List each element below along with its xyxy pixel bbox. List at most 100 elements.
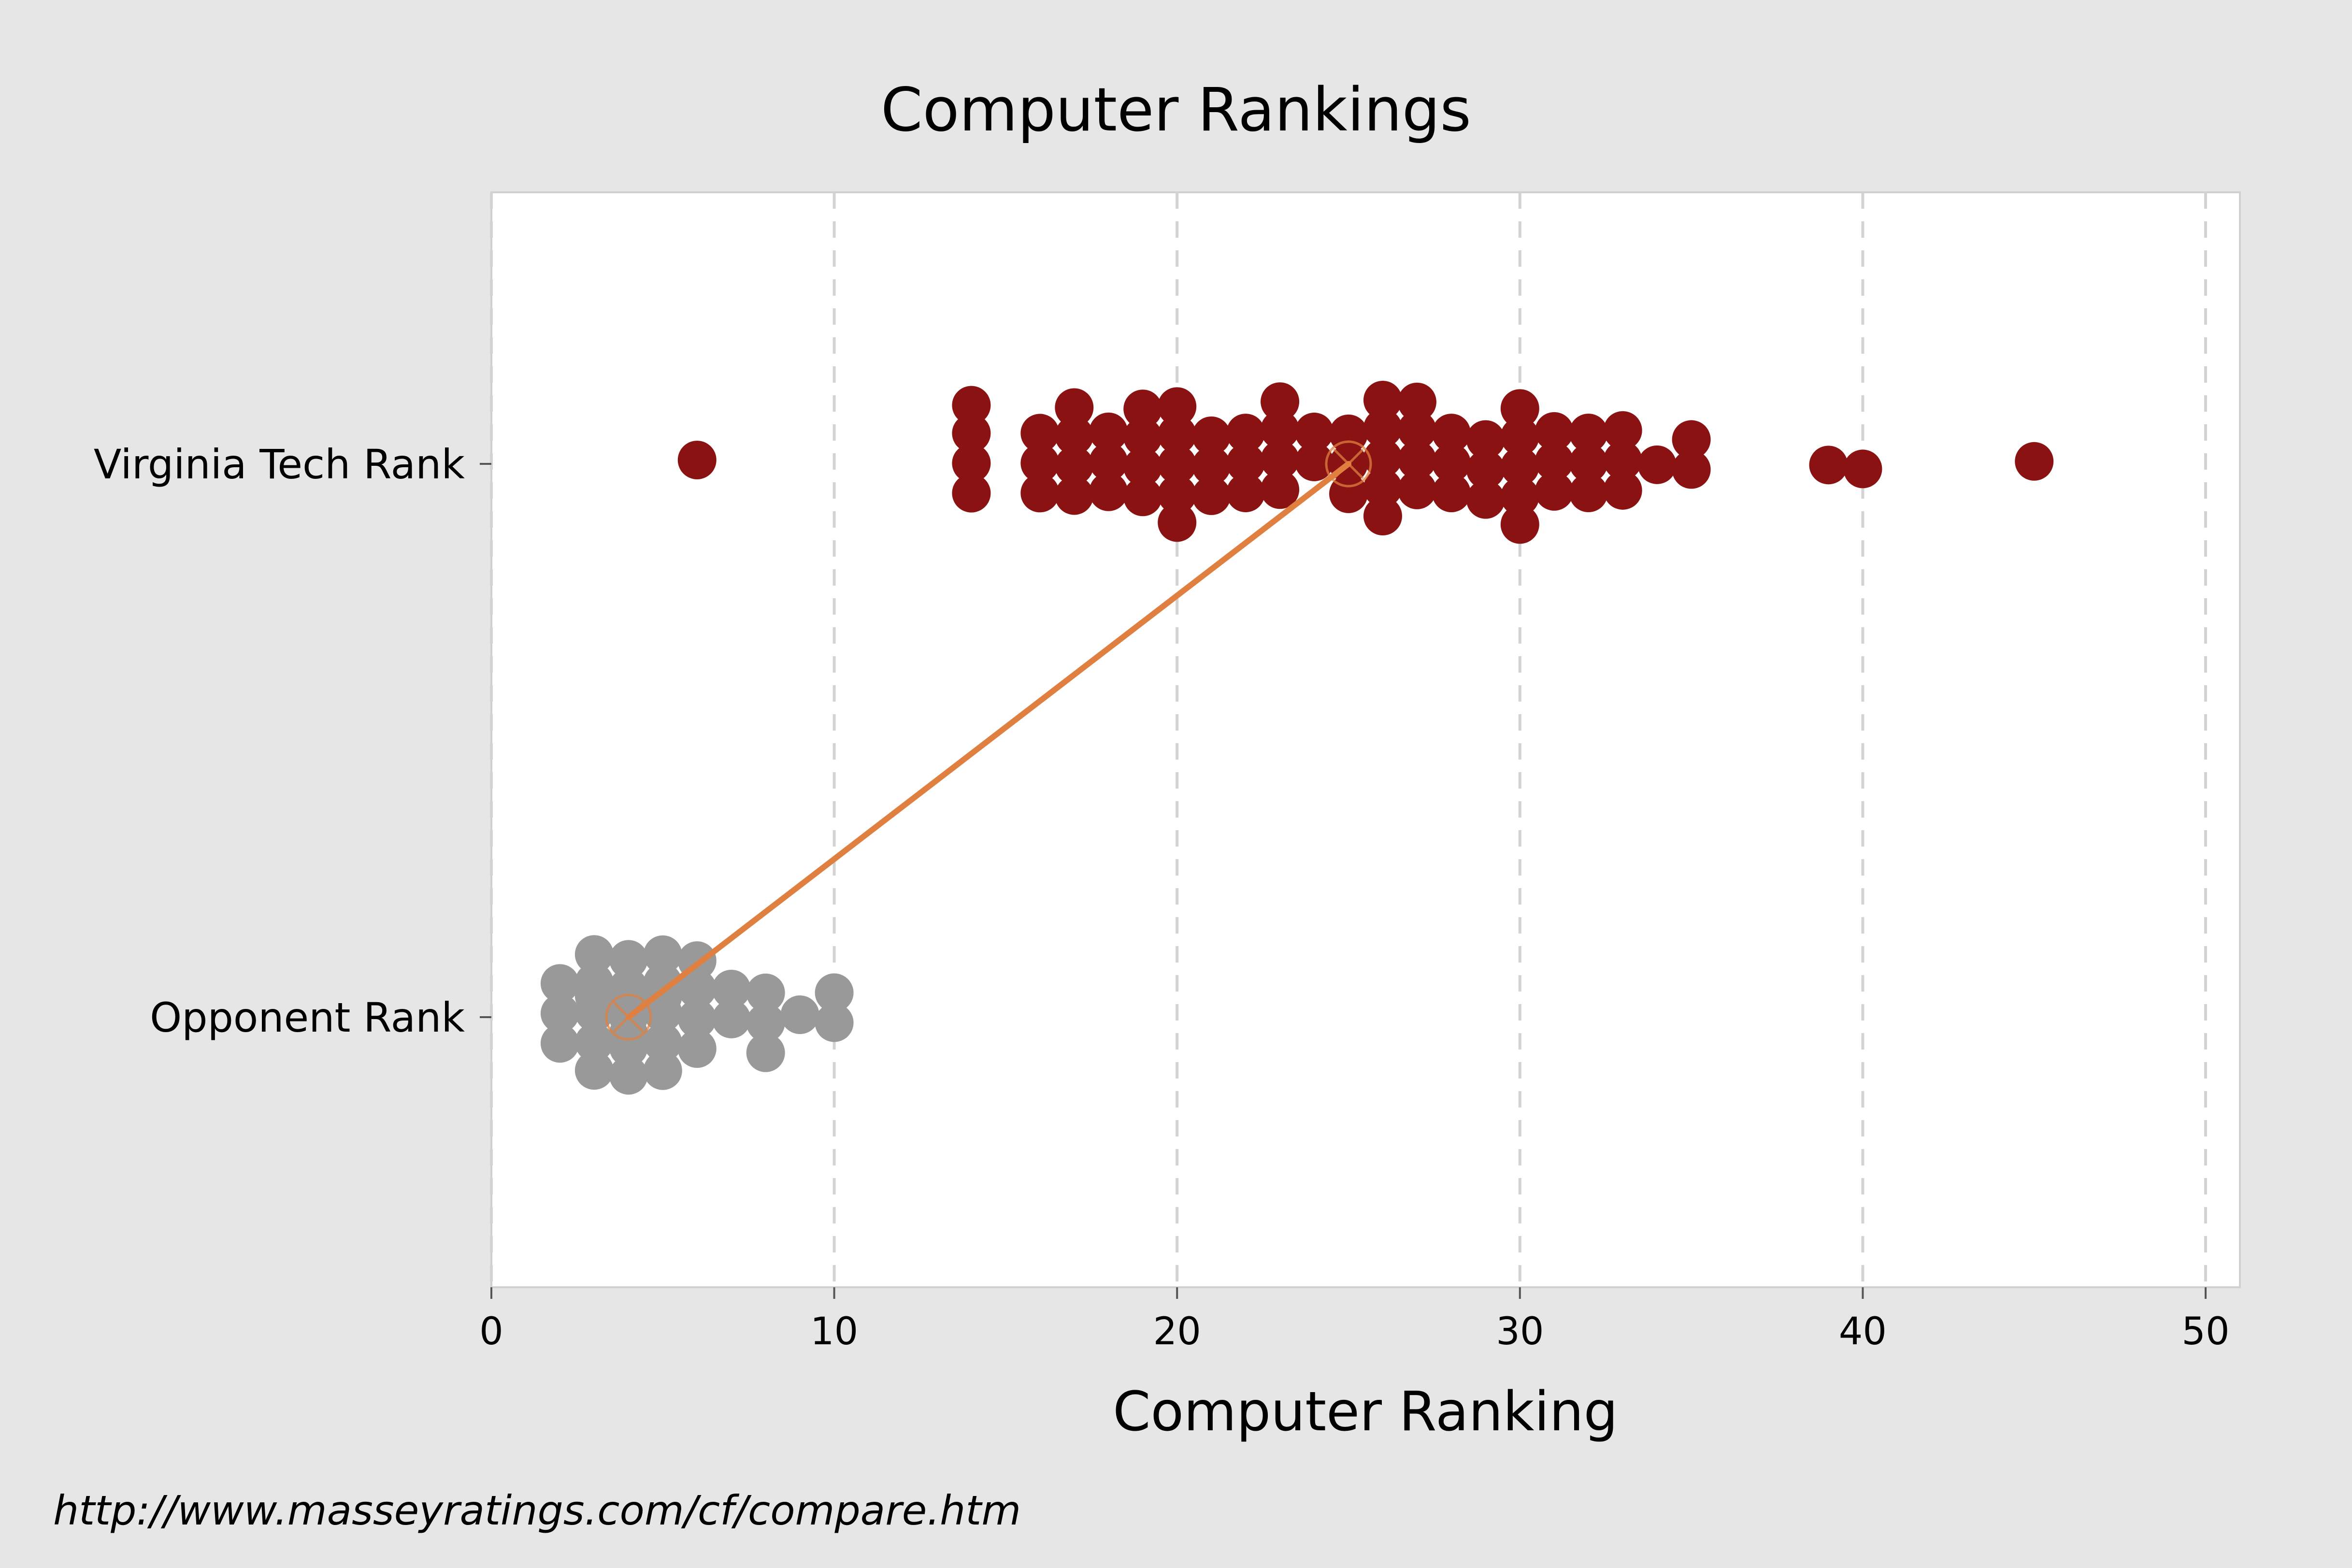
data-point (643, 1051, 682, 1090)
data-point (1295, 412, 1334, 451)
data-point (1397, 382, 1436, 421)
data-point (1055, 388, 1094, 427)
data-point (1295, 442, 1334, 481)
data-point (574, 1023, 614, 1062)
data-point (1500, 417, 1539, 456)
data-point (1432, 414, 1471, 453)
data-point (780, 995, 819, 1034)
data-point (1226, 474, 1265, 513)
data-point (1363, 381, 1402, 420)
x-tick-label: 50 (2181, 1310, 2229, 1353)
data-point (746, 973, 785, 1012)
data-point (1569, 444, 1608, 483)
data-point (540, 994, 579, 1033)
data-point (1261, 470, 1300, 509)
data-point (1603, 441, 1642, 480)
data-point (2015, 442, 2054, 481)
data-point (1261, 410, 1300, 449)
data-point (1055, 476, 1094, 515)
data-point (1020, 414, 1060, 453)
data-point (1055, 446, 1094, 485)
data-point (1226, 444, 1265, 483)
x-axis: 0 10 20 30 40 50 (479, 1287, 2230, 1353)
data-point (1020, 474, 1060, 513)
x-tick-label: 10 (810, 1310, 858, 1353)
mean-markers (605, 440, 1372, 1041)
data-point (1158, 415, 1197, 454)
data-point (1226, 414, 1265, 453)
data-point (712, 969, 751, 1008)
data-point (677, 1029, 717, 1068)
data-point (952, 474, 991, 513)
data-point (1192, 476, 1231, 515)
data-point (643, 1023, 682, 1062)
category-labels: Virginia Tech Rank Opponent Rank (94, 441, 491, 1041)
data-point (1363, 469, 1402, 508)
x-axis-label: Computer Ranking (1113, 1381, 1618, 1443)
data-point (1672, 450, 1711, 489)
data-point (1020, 444, 1060, 483)
data-point (677, 999, 717, 1038)
data-point (574, 1051, 614, 1090)
data-point (1500, 447, 1539, 486)
category-label: Opponent Rank (150, 994, 465, 1041)
data-point (952, 386, 991, 425)
grid-lines (490, 192, 2208, 1287)
data-point (1466, 480, 1505, 519)
data-point (1603, 411, 1642, 450)
source-url: http://www.masseyratings.com/cf/compare.… (53, 1487, 1021, 1534)
data-point (609, 1014, 648, 1053)
category-label: Virginia Tech Rank (94, 441, 465, 488)
data-point (1089, 472, 1128, 511)
data-point (574, 977, 614, 1016)
data-point (1089, 412, 1128, 451)
data-point (1192, 416, 1231, 455)
data-point (1466, 420, 1505, 459)
mean-symbol (1325, 440, 1372, 488)
data-point (1123, 417, 1162, 457)
data-point (574, 935, 614, 974)
chart-title: Computer Rankings (881, 75, 1471, 145)
data-point (1158, 445, 1197, 484)
data-point (1535, 442, 1574, 481)
data-point (1432, 474, 1471, 513)
data-point (952, 444, 991, 483)
data-point (1363, 497, 1402, 536)
data-point (1055, 416, 1094, 455)
data-point (1123, 477, 1162, 517)
x-tick-label: 20 (1153, 1310, 1201, 1353)
data-point (1569, 414, 1608, 453)
data-point (815, 973, 854, 1012)
data-point (1158, 503, 1197, 542)
data-point (746, 1033, 785, 1072)
data-point (1535, 472, 1574, 511)
data-point (677, 969, 717, 1008)
data-point (1672, 420, 1711, 459)
data-point (540, 1024, 579, 1063)
data-points (540, 381, 2054, 1095)
data-point (815, 1003, 854, 1042)
x-tick-label: 40 (1839, 1310, 1887, 1353)
data-point (1603, 471, 1642, 510)
data-point (952, 414, 991, 453)
data-point (1192, 446, 1231, 485)
data-point (609, 1056, 648, 1095)
data-point (1432, 444, 1471, 483)
data-point (677, 440, 717, 479)
data-point (1123, 389, 1162, 429)
data-point (540, 964, 579, 1003)
data-point (1809, 446, 1848, 485)
data-point (1363, 409, 1402, 448)
data-point (746, 1003, 785, 1042)
data-point (1363, 439, 1402, 478)
x-tick-label: 30 (1496, 1310, 1544, 1353)
data-point (1466, 450, 1505, 489)
data-point (1569, 474, 1608, 513)
data-point (1158, 475, 1197, 514)
data-point (1123, 447, 1162, 487)
data-point (1500, 389, 1539, 428)
data-point (1261, 382, 1300, 421)
data-point (1397, 470, 1436, 509)
x-tick-label: 0 (479, 1310, 503, 1353)
